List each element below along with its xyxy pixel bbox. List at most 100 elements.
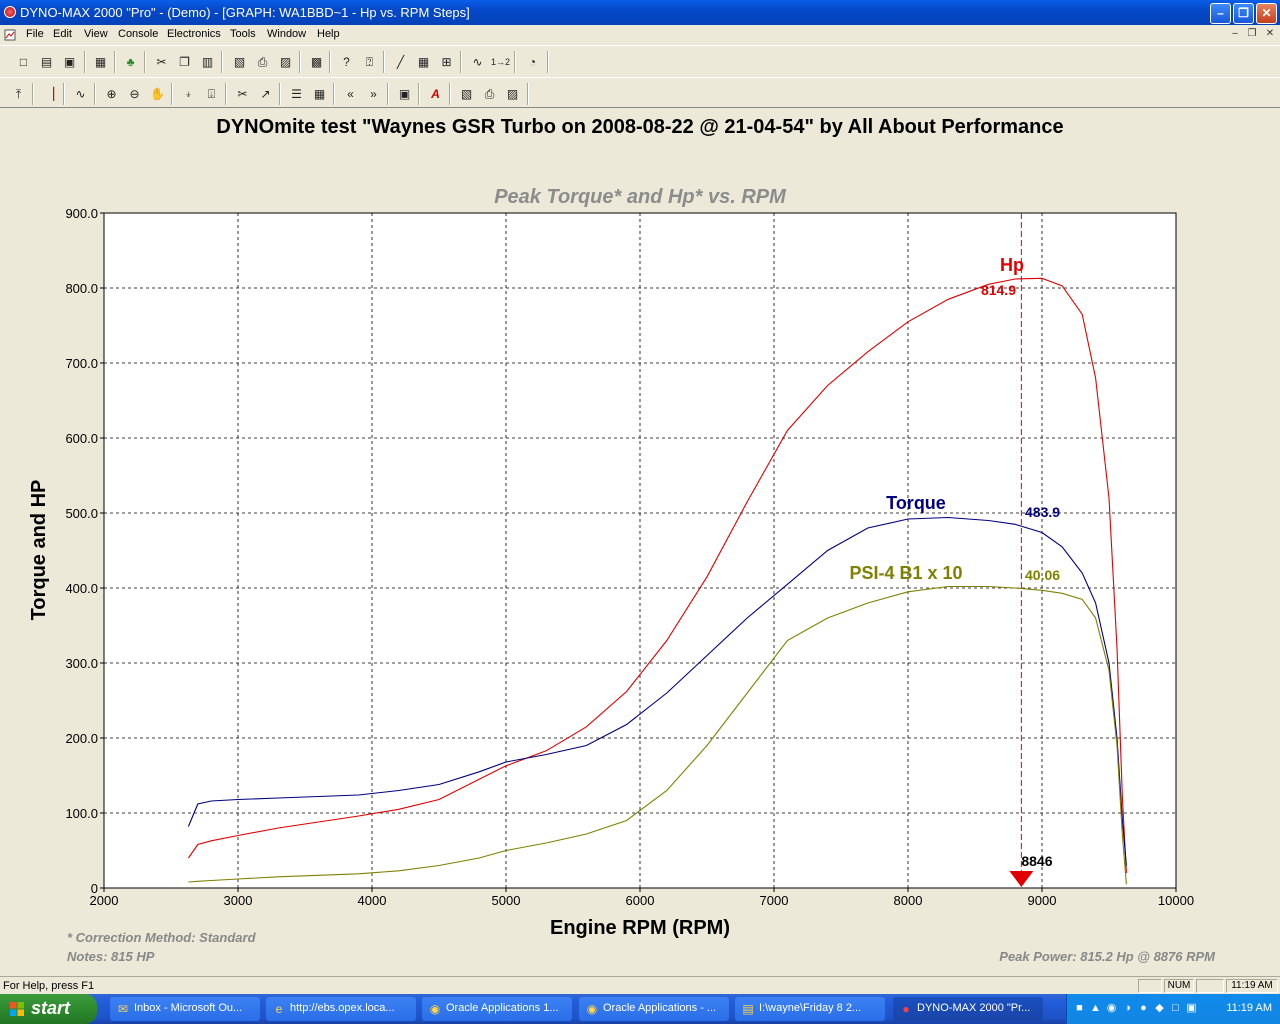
correction-note: * Correction Method: Standard bbox=[67, 930, 257, 945]
mdi-minimize-button[interactable]: – bbox=[1232, 28, 1238, 39]
taskbar-item[interactable]: ✉ Inbox - Microsoft Ou... bbox=[110, 997, 260, 1021]
scale2-icon[interactable]: ⍗ bbox=[207, 87, 216, 101]
curve-icon[interactable]: ∿ bbox=[472, 55, 483, 69]
context-help-icon[interactable]: ⍰ bbox=[365, 55, 374, 69]
toolbar-separator bbox=[460, 51, 462, 73]
zoom-out-icon[interactable]: ⊖ bbox=[129, 87, 140, 101]
paste-icon[interactable]: ▥ bbox=[201, 55, 214, 69]
taskbar-item[interactable]: ◉ Oracle Applications - ... bbox=[579, 997, 729, 1021]
y-tick-label: 900.0 bbox=[65, 206, 98, 221]
book2-icon[interactable]: ▧ bbox=[460, 87, 473, 101]
boost-line bbox=[188, 585, 1127, 885]
step-icon[interactable]: 1→2 bbox=[490, 57, 510, 67]
table2-icon[interactable]: ▦ bbox=[313, 87, 326, 101]
pointer-icon[interactable]: ↗ bbox=[260, 87, 271, 101]
toolbar-separator bbox=[221, 51, 223, 73]
task-label: Inbox - Microsoft Ou... bbox=[134, 1002, 243, 1014]
taskbar-item[interactable]: ● DYNO-MAX 2000 "Pr... bbox=[893, 997, 1043, 1021]
taskbar-item[interactable]: ◉ Oracle Applications 1... bbox=[422, 997, 572, 1021]
y-tick-label: 300.0 bbox=[65, 656, 98, 671]
tray-icon-4[interactable]: ◑ bbox=[1124, 1002, 1131, 1014]
scissors-icon[interactable]: ✂ bbox=[237, 87, 248, 101]
book-icon[interactable]: ▧ bbox=[233, 55, 246, 69]
help-icon[interactable]: ? bbox=[343, 55, 350, 69]
next-icon[interactable]: » bbox=[370, 87, 377, 101]
toolbar-separator bbox=[333, 83, 335, 105]
tray-icon-6[interactable]: ◆ bbox=[1155, 1002, 1164, 1014]
cursor-marker-icon[interactable] bbox=[1009, 871, 1034, 887]
prev-icon[interactable]: « bbox=[347, 87, 354, 101]
x-tick-label: 7000 bbox=[760, 893, 789, 908]
toolbar-separator bbox=[514, 51, 516, 73]
zoom-in-icon[interactable]: ⊕ bbox=[106, 87, 117, 101]
menu-electronics[interactable]: Electronics bbox=[167, 28, 221, 40]
status-bar: For Help, press F1 NUM 11:19 AM bbox=[0, 976, 1280, 994]
x-tick-label: 4000 bbox=[358, 893, 387, 908]
scale-icon[interactable]: ⍖ bbox=[184, 87, 193, 101]
tray-icon-1[interactable]: ■ bbox=[1076, 1002, 1083, 1014]
task-app-icon: ● bbox=[902, 1002, 910, 1016]
windows-flag-icon bbox=[10, 1002, 24, 1016]
tree-icon[interactable]: ♣ bbox=[126, 55, 135, 69]
print-preview-icon[interactable]: ▨ bbox=[279, 55, 292, 69]
tray-icon-3[interactable]: ◉ bbox=[1106, 1002, 1117, 1014]
mdi-restore-button[interactable]: ❐ bbox=[1247, 28, 1257, 39]
y-tick-label: 700.0 bbox=[65, 356, 98, 371]
menu-help[interactable]: Help bbox=[317, 28, 340, 40]
restore-button[interactable]: ❐ bbox=[1233, 3, 1254, 24]
list-icon[interactable]: ☰ bbox=[291, 87, 302, 101]
print-icon[interactable]: ⎙ bbox=[257, 55, 268, 69]
task-app-icon: ✉ bbox=[117, 1002, 129, 1016]
new-icon[interactable]: □ bbox=[19, 55, 28, 69]
grid-icon[interactable]: ⊞ bbox=[441, 55, 452, 69]
copy-icon[interactable]: ❐ bbox=[179, 55, 190, 69]
start-button[interactable]: start bbox=[0, 994, 97, 1024]
gauge-icon[interactable]: ◔ bbox=[528, 55, 537, 69]
minimize-button[interactable]: – bbox=[1210, 3, 1231, 24]
taskbar-clock[interactable]: 11:19 AM bbox=[1226, 1002, 1272, 1014]
cursor-icon[interactable]: ▕ bbox=[44, 87, 55, 101]
font-icon[interactable]: A bbox=[431, 87, 440, 101]
graph-icon[interactable]: ╱ bbox=[396, 55, 405, 69]
folder-icon[interactable]: ▦ bbox=[94, 55, 107, 69]
menu-window[interactable]: Window bbox=[267, 28, 307, 40]
task-app-icon: ▤ bbox=[742, 1002, 754, 1016]
cursor-rpm-label: 8846 bbox=[1021, 853, 1052, 869]
y-tick-label: 500.0 bbox=[65, 506, 98, 521]
cut-icon[interactable]: ✂ bbox=[156, 55, 167, 69]
preview2-icon[interactable]: ▨ bbox=[506, 87, 519, 101]
menu-file[interactable]: File bbox=[26, 28, 44, 40]
document-icon[interactable] bbox=[3, 28, 17, 42]
curves-icon[interactable]: ∿ bbox=[75, 87, 86, 101]
tray-icon-5[interactable]: ● bbox=[1140, 1002, 1147, 1014]
tray-icon-8[interactable]: ▣ bbox=[1186, 1002, 1197, 1014]
taskbar-item[interactable]: e http://ebs.opex.loca... bbox=[266, 997, 416, 1021]
menu-console[interactable]: Console bbox=[118, 28, 159, 40]
open-icon[interactable]: ▤ bbox=[40, 55, 53, 69]
pin-icon[interactable]: ⤒ bbox=[15, 87, 22, 101]
start-label: start bbox=[31, 998, 71, 1018]
notes-text: Notes: 815 HP bbox=[67, 949, 155, 964]
table-icon[interactable]: ▦ bbox=[417, 55, 430, 69]
mdi-close-button[interactable]: ✕ bbox=[1265, 28, 1275, 39]
menu-edit[interactable]: Edit bbox=[53, 28, 72, 40]
taskbar-item[interactable]: ▤ I:\wayne\Friday 8 2... bbox=[735, 997, 885, 1021]
x-tick-labels: 2000 3000 4000 5000 6000 7000 8000 9000 10000 bbox=[90, 893, 1195, 908]
menu-view[interactable]: View bbox=[84, 28, 108, 40]
window-icon[interactable]: ▣ bbox=[398, 87, 411, 101]
hand-icon[interactable]: ✋ bbox=[150, 87, 165, 101]
menu-tools[interactable]: Tools bbox=[230, 28, 256, 40]
toolbar-separator bbox=[279, 83, 281, 105]
grid bbox=[100, 212, 1177, 892]
save-icon[interactable]: ▣ bbox=[63, 55, 76, 69]
status-time: 11:19 AM bbox=[1226, 979, 1278, 993]
task-label: Oracle Applications - ... bbox=[603, 1002, 717, 1014]
print2-icon[interactable]: ⎙ bbox=[484, 87, 495, 101]
tray-icon-7[interactable]: □ bbox=[1172, 1002, 1179, 1014]
clipboard-icon[interactable]: ▩ bbox=[310, 55, 323, 69]
task-label: Oracle Applications 1... bbox=[446, 1002, 559, 1014]
close-button[interactable]: ✕ bbox=[1256, 3, 1277, 24]
app-icon[interactable] bbox=[4, 6, 16, 18]
rpm-cursor[interactable]: 8846 bbox=[1009, 213, 1053, 888]
tray-icon-2[interactable]: ▲ bbox=[1090, 1002, 1101, 1014]
